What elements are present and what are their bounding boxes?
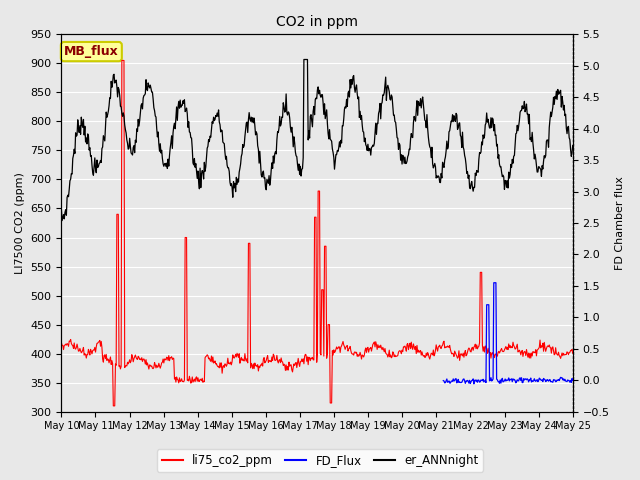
Text: MB_flux: MB_flux — [64, 45, 118, 58]
Legend: li75_co2_ppm, FD_Flux, er_ANNnight: li75_co2_ppm, FD_Flux, er_ANNnight — [157, 449, 483, 472]
Y-axis label: LI7500 CO2 (ppm): LI7500 CO2 (ppm) — [15, 172, 25, 274]
Y-axis label: FD Chamber flux: FD Chamber flux — [615, 176, 625, 270]
Title: CO2 in ppm: CO2 in ppm — [276, 15, 358, 29]
